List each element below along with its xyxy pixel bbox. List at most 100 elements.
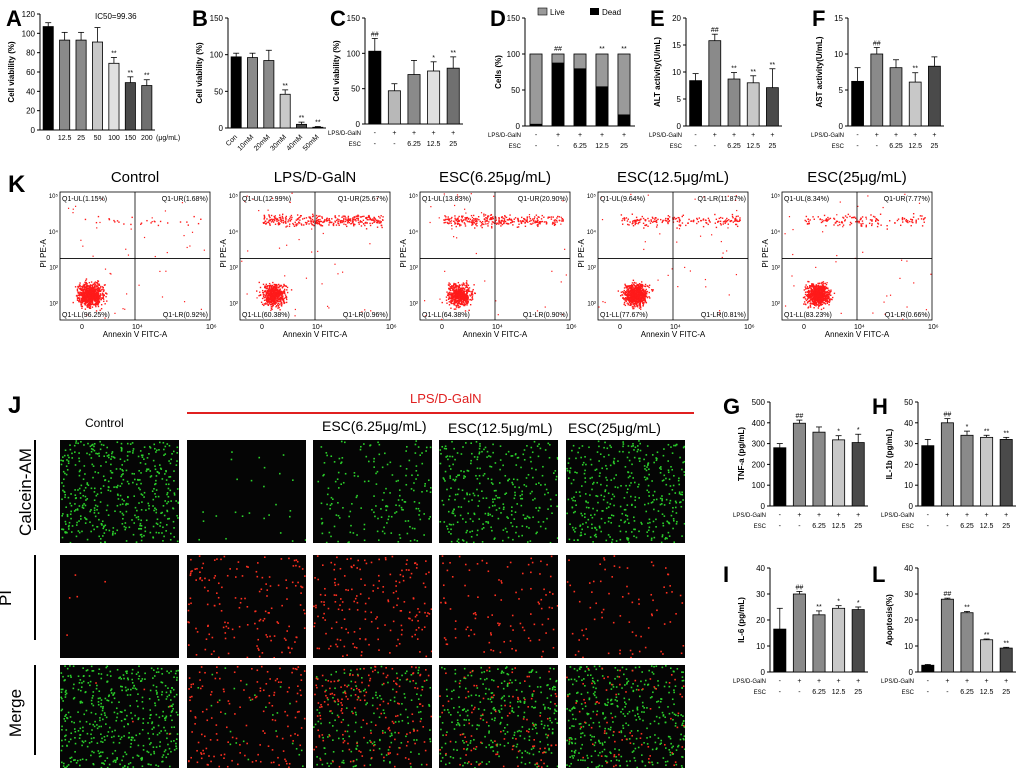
flow-dot	[637, 223, 638, 224]
flow-ylabel: PI PE-A	[399, 239, 408, 268]
flow-dot	[554, 220, 555, 221]
flow-dot	[96, 288, 97, 289]
flow-dot	[818, 286, 819, 287]
flow-dot	[533, 220, 534, 221]
flow-dot	[815, 296, 816, 297]
flow-dot	[93, 293, 94, 294]
flow-dot	[643, 223, 644, 224]
flow-dot	[640, 219, 641, 220]
flow-dot	[471, 222, 472, 223]
flow-dot	[282, 216, 283, 217]
flow-dot	[458, 223, 459, 224]
flow-dot	[377, 227, 378, 228]
flow-dot	[645, 295, 646, 296]
bar	[747, 83, 759, 126]
flow-dot	[625, 285, 626, 286]
flow-dot	[445, 216, 446, 217]
row1-value: -	[856, 132, 859, 139]
flow-dot	[474, 227, 475, 228]
flow-dot	[477, 218, 478, 219]
flow-dot	[453, 221, 454, 222]
row2-label: ESC	[754, 690, 767, 696]
flow-dot	[272, 293, 273, 294]
flow-dot	[359, 221, 360, 222]
flow-dot	[263, 292, 264, 293]
flow-dot	[286, 289, 287, 290]
flow-dot	[114, 221, 115, 222]
flow-dot	[274, 300, 275, 301]
flow-dot	[485, 220, 486, 221]
flow-dot	[626, 301, 627, 302]
flow-dot-sparse	[162, 296, 163, 297]
flow-dot	[641, 281, 642, 282]
flow-dot	[536, 218, 537, 219]
flow-dot	[559, 216, 560, 217]
flow-dot	[79, 295, 80, 296]
y-tick-label: 0	[839, 122, 844, 131]
row1-value: +	[412, 130, 416, 137]
flow-dot	[266, 299, 267, 300]
quadrant-ul: Q1-UL(12.99%)	[242, 196, 291, 203]
flow-dot-sparse	[560, 224, 561, 225]
flow-dot	[271, 297, 272, 298]
sig-marker: **	[964, 604, 970, 611]
flow-dot	[551, 216, 552, 217]
quadrant-lr: Q1-LR(0.92%)	[163, 312, 208, 319]
flow-dot	[720, 217, 721, 218]
flow-dot	[452, 297, 453, 298]
flow-dot-sparse	[144, 237, 145, 238]
flow-dot	[534, 222, 535, 223]
flow-dot	[668, 221, 669, 222]
sig-marker: **	[282, 83, 288, 90]
flow-dot	[826, 291, 827, 292]
flow-dot	[294, 226, 295, 227]
flow-dot	[483, 215, 484, 216]
flow-dot	[455, 305, 456, 306]
row2-value: 25	[449, 141, 457, 148]
flow-dot	[628, 224, 629, 225]
bar	[76, 40, 86, 130]
flow-dot	[469, 287, 470, 288]
flow-dot	[677, 221, 678, 222]
flow-dot	[829, 292, 830, 293]
y-tick-label: 20	[904, 616, 913, 625]
flow-dot	[627, 224, 628, 225]
flow-dot	[530, 223, 531, 224]
flow-dot	[482, 221, 483, 222]
row2-value: -	[798, 689, 801, 696]
y-tick-label: 5	[839, 86, 844, 95]
flow-dot	[634, 292, 635, 293]
flow-dot	[639, 283, 640, 284]
flow-dot	[644, 291, 645, 292]
flow-dot-sparse	[736, 210, 737, 211]
flow-dot	[331, 218, 332, 219]
flow-xlabel: Annexin V FITC-A	[103, 330, 168, 339]
flow-dot-sparse	[484, 280, 485, 281]
flow-dot	[104, 303, 105, 304]
flow-dot	[491, 226, 492, 227]
flow-dot	[278, 220, 279, 221]
flow-dot	[459, 225, 460, 226]
flow-dot	[466, 280, 467, 281]
flow-dot	[457, 297, 458, 298]
flow-dot	[267, 293, 268, 294]
bar	[142, 86, 152, 130]
flow-dot	[278, 290, 279, 291]
flow-dot	[85, 303, 86, 304]
flow-dot	[698, 221, 699, 222]
flow-dot-sparse	[342, 272, 343, 273]
y-tick-label: 30	[756, 590, 765, 599]
flow-dot	[266, 303, 267, 304]
flow-dot	[654, 218, 655, 219]
flow-dot	[266, 218, 267, 219]
row1-value: +	[817, 678, 821, 685]
flow-dot	[480, 221, 481, 222]
flow-dot	[276, 219, 277, 220]
flow-dot	[622, 224, 623, 225]
flow-dot	[466, 291, 467, 292]
flow-dot	[310, 217, 311, 218]
flow-dot	[834, 293, 835, 294]
sig-marker: *	[837, 599, 840, 606]
bar	[447, 68, 459, 124]
flow-dot	[95, 286, 96, 287]
